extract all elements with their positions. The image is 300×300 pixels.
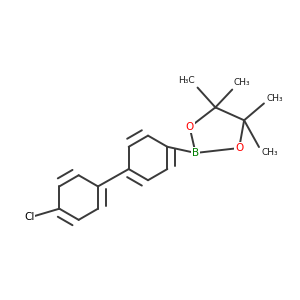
Text: O: O xyxy=(235,143,243,153)
Text: B: B xyxy=(192,148,199,158)
Text: CH₃: CH₃ xyxy=(262,148,279,158)
Text: Cl: Cl xyxy=(24,212,34,222)
Text: CH₃: CH₃ xyxy=(234,78,250,87)
Text: O: O xyxy=(185,122,194,132)
Text: H₃C: H₃C xyxy=(178,76,195,85)
Text: CH₃: CH₃ xyxy=(267,94,284,103)
